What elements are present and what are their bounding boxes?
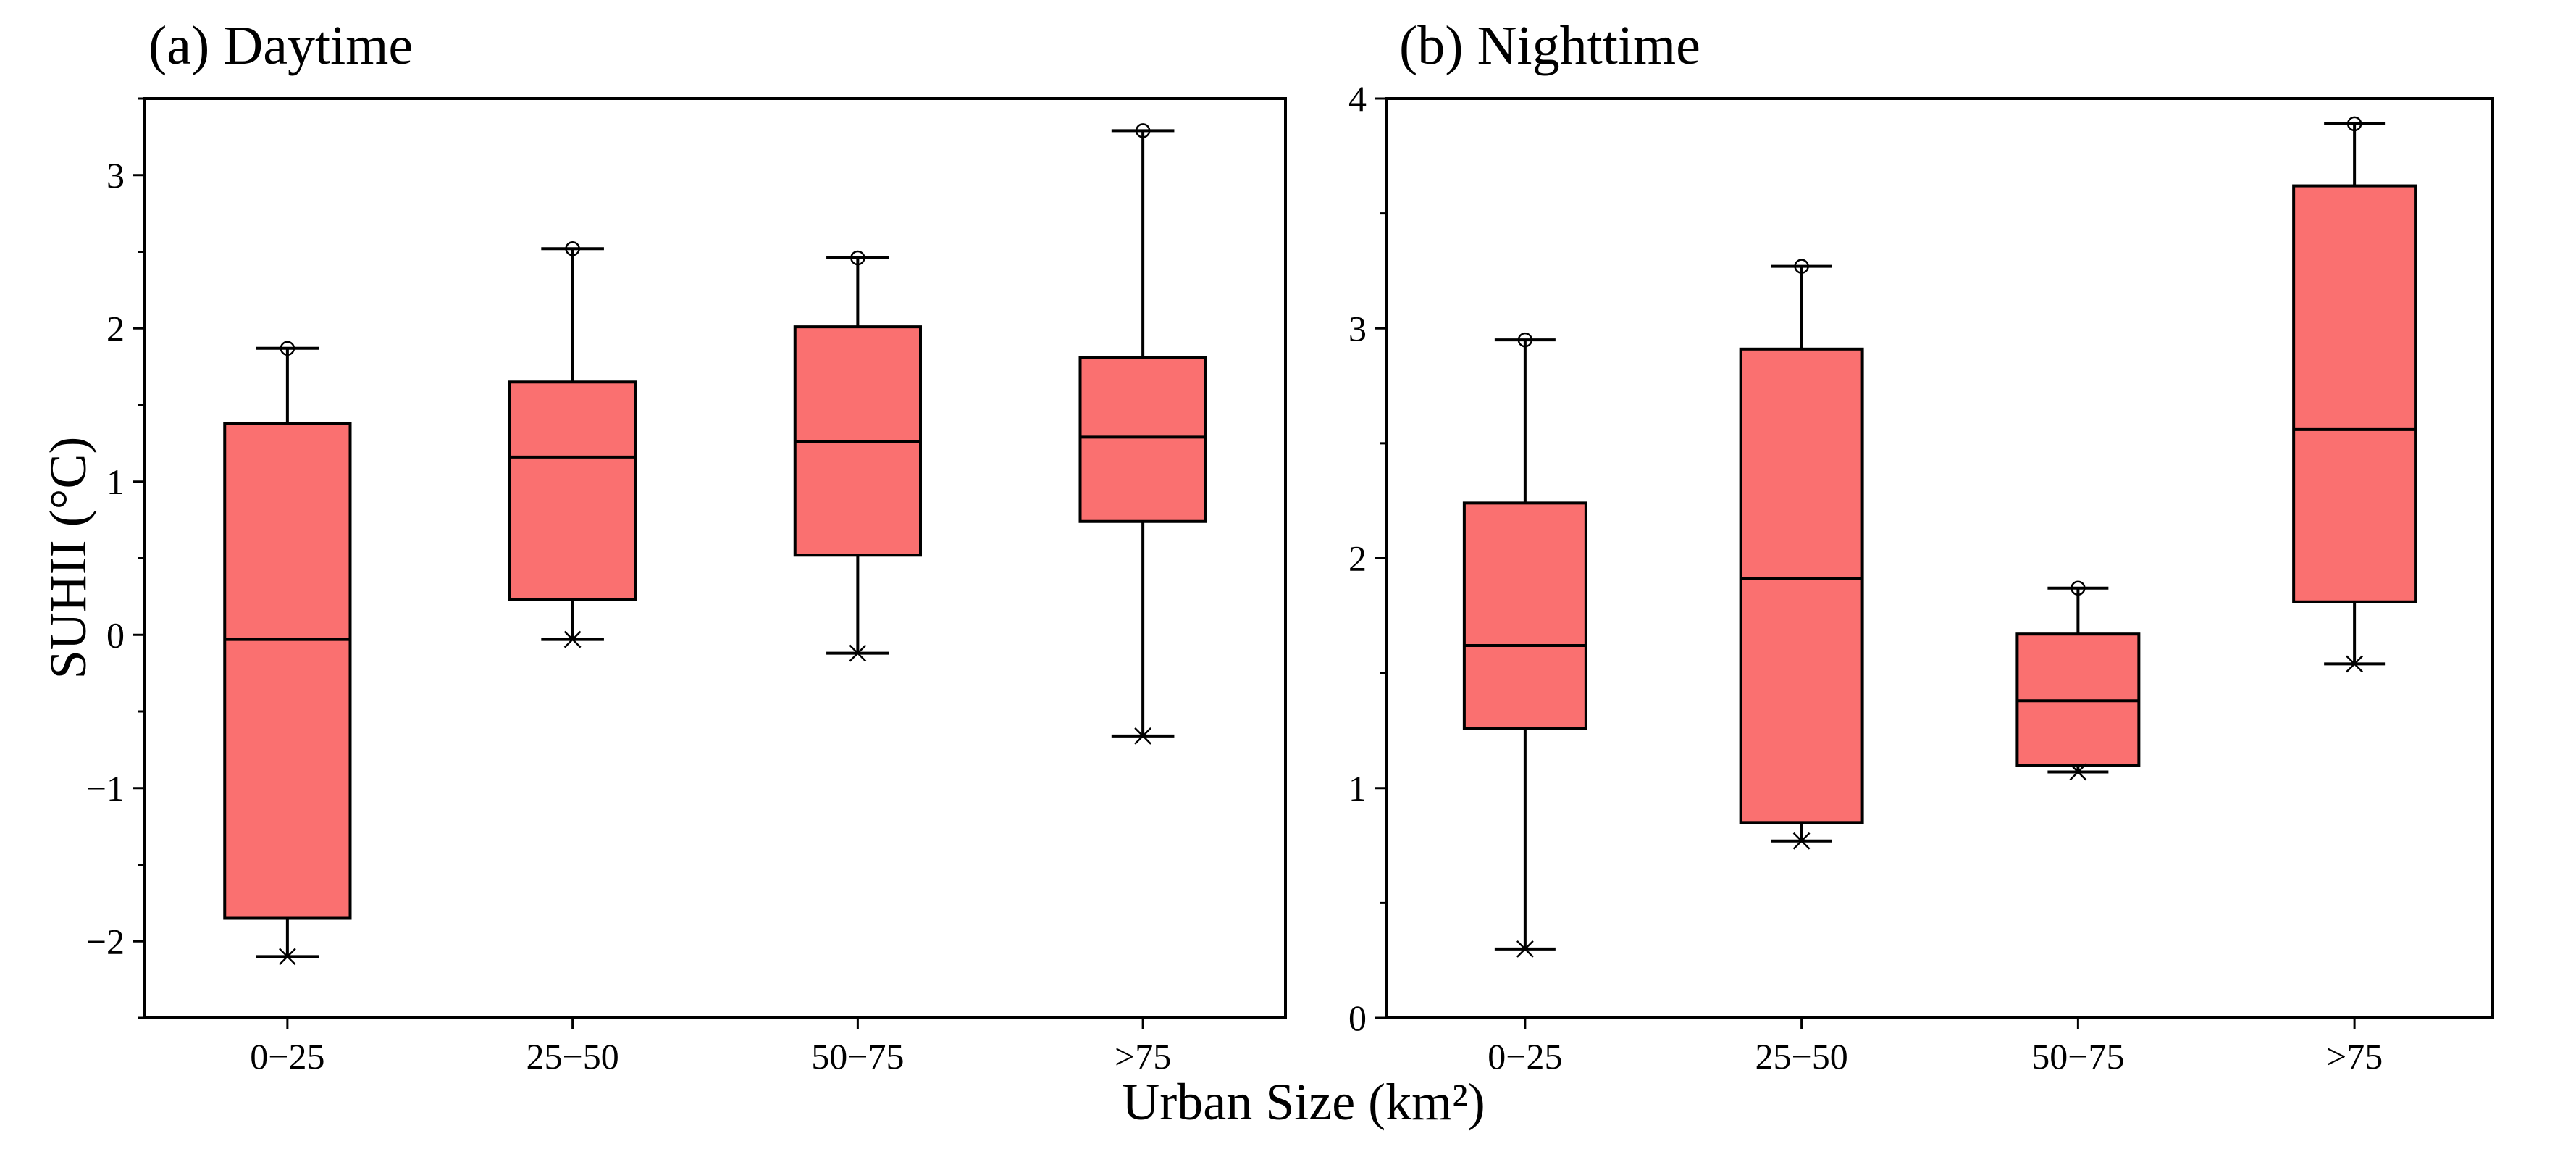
- x-tick-label: 0−25: [250, 1036, 324, 1077]
- box-3: [1078, 123, 1207, 745]
- y-tick-label: 2: [106, 308, 125, 348]
- y-tick-label: 1: [1348, 768, 1367, 809]
- panel-title: (a) Daytime: [148, 15, 413, 76]
- y-tick-label: 2: [1348, 538, 1367, 579]
- y-tick-label: −2: [86, 921, 125, 961]
- y-tick-label: 0: [1348, 998, 1367, 1038]
- y-axis-label: SUHII (°C): [39, 437, 97, 680]
- box-0: [223, 341, 352, 966]
- x-tick-label: 25−50: [1755, 1036, 1848, 1077]
- panel-nighttime: (b) Nighttime 0 1 2 3 4 0−25 25−50 50−75 >75: [1348, 15, 2494, 1077]
- max-marker: [280, 341, 295, 356]
- box-2: [793, 250, 922, 662]
- x-tick-label: 50−75: [2031, 1036, 2124, 1077]
- box-iqr: [223, 422, 352, 920]
- panel-title: (b) Nighttime: [1399, 15, 1700, 76]
- max-marker: [2071, 580, 2086, 596]
- x-tick-label: 0−25: [1488, 1036, 1562, 1077]
- y-tick-label: 1: [106, 461, 125, 502]
- box-2: [2015, 580, 2141, 781]
- min-marker: [1516, 940, 1534, 958]
- min-marker: [1134, 727, 1152, 745]
- box-0: [1462, 332, 1587, 958]
- y-tick-label: 4: [1348, 78, 1367, 119]
- max-marker: [1794, 259, 1809, 274]
- box-iqr: [1078, 356, 1207, 523]
- max-marker: [565, 241, 580, 256]
- box-3: [2292, 116, 2417, 673]
- y-tick-label: 0: [106, 614, 125, 655]
- min-marker: [278, 948, 296, 966]
- x-tick-label: >75: [2326, 1036, 2383, 1077]
- panel-daytime: (a) Daytime −2 −1 0 1 2 3 0−25 25−50 50−75 >75: [86, 15, 1287, 1077]
- min-marker: [1792, 832, 1811, 850]
- y-tick-label: 3: [1348, 308, 1367, 348]
- max-marker: [850, 250, 865, 266]
- box-1: [508, 241, 637, 648]
- max-marker: [1517, 332, 1533, 348]
- box-iqr: [1462, 501, 1587, 730]
- box-iqr: [1739, 347, 1864, 824]
- x-tick-label: 25−50: [526, 1036, 619, 1077]
- min-marker: [849, 644, 867, 662]
- min-marker: [2346, 655, 2364, 673]
- x-tick-label: >75: [1115, 1036, 1171, 1077]
- max-marker: [2346, 116, 2362, 132]
- x-axis-label: Urban Size (km²): [1122, 1073, 1485, 1131]
- y-tick-label: −1: [86, 768, 125, 809]
- y-tick-label: 3: [106, 155, 125, 196]
- box-iqr: [2292, 184, 2417, 603]
- box-1: [1739, 259, 1864, 850]
- max-marker: [1135, 123, 1151, 138]
- x-tick-label: 50−75: [811, 1036, 904, 1077]
- box-iqr: [508, 380, 637, 601]
- min-marker: [563, 630, 582, 648]
- min-marker: [2069, 763, 2087, 781]
